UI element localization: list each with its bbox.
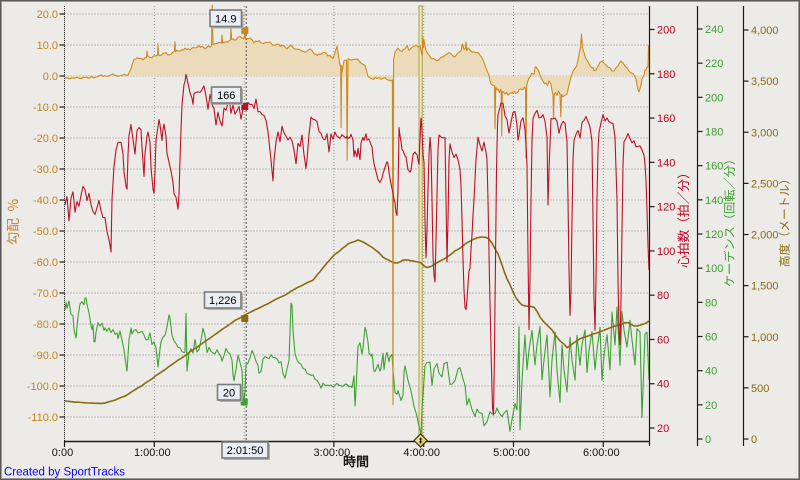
svg-text:20: 20: [657, 423, 669, 435]
svg-text:6:00:00: 6:00:00: [583, 447, 620, 459]
svg-text:-90.0: -90.0: [33, 350, 58, 362]
svg-text:60: 60: [705, 332, 717, 344]
svg-text:3,000: 3,000: [751, 127, 779, 139]
svg-text:-70.0: -70.0: [33, 288, 58, 300]
svg-text:10.0: 10.0: [37, 40, 58, 52]
svg-text:100: 100: [705, 263, 723, 275]
svg-text:240: 240: [705, 24, 723, 36]
svg-text:1:00:00: 1:00:00: [134, 447, 171, 459]
svg-text:14.9: 14.9: [215, 13, 236, 25]
svg-text:-110.0: -110.0: [28, 412, 58, 424]
svg-text:20: 20: [223, 387, 235, 399]
svg-text:1,500: 1,500: [751, 281, 779, 293]
svg-text:180: 180: [657, 69, 675, 81]
svg-text:100: 100: [657, 246, 675, 258]
svg-text:120: 120: [657, 202, 675, 214]
svg-text:5:00:00: 5:00:00: [493, 447, 530, 459]
svg-text:0: 0: [751, 434, 757, 446]
svg-text:500: 500: [751, 383, 769, 395]
svg-text:-30.0: -30.0: [33, 164, 58, 176]
svg-text:0: 0: [705, 434, 711, 446]
svg-text:-80.0: -80.0: [33, 319, 58, 331]
svg-text:60: 60: [657, 334, 669, 346]
svg-text:160: 160: [657, 113, 675, 125]
svg-text:200: 200: [705, 92, 723, 104]
svg-text:4:00:00: 4:00:00: [403, 447, 440, 459]
svg-text:2:01:50: 2:01:50: [227, 445, 264, 457]
svg-text:-10.0: -10.0: [33, 102, 58, 114]
svg-text:Created by SportTracks: Created by SportTracks: [4, 467, 125, 479]
svg-text:160: 160: [705, 161, 723, 173]
svg-text:166: 166: [217, 90, 235, 102]
svg-text:-100.0: -100.0: [27, 381, 58, 393]
svg-text:140: 140: [705, 195, 723, 207]
svg-text:80: 80: [657, 290, 669, 302]
svg-text:-40.0: -40.0: [33, 195, 58, 207]
svg-text:220: 220: [705, 58, 723, 70]
svg-text:2,500: 2,500: [751, 178, 779, 190]
svg-text:1,226: 1,226: [209, 295, 237, 307]
svg-text:200: 200: [657, 25, 675, 37]
svg-text:120: 120: [705, 229, 723, 241]
svg-text:3:00:00: 3:00:00: [314, 447, 351, 459]
svg-text:1,000: 1,000: [751, 332, 779, 344]
svg-text:3,500: 3,500: [751, 76, 779, 88]
svg-text:4,000: 4,000: [751, 25, 779, 37]
svg-text:-60.0: -60.0: [33, 257, 58, 269]
svg-text:20.0: 20.0: [37, 9, 58, 21]
svg-text:140: 140: [657, 157, 675, 169]
svg-text:20: 20: [705, 400, 717, 412]
svg-text:2,000: 2,000: [751, 230, 779, 242]
svg-text:180: 180: [705, 127, 723, 139]
svg-text:80: 80: [705, 297, 717, 309]
svg-text:-20.0: -20.0: [33, 133, 58, 145]
svg-text:0.0: 0.0: [43, 71, 58, 83]
svg-text:40: 40: [657, 379, 669, 391]
svg-text:0:00: 0:00: [52, 447, 73, 459]
svg-text:40: 40: [705, 366, 717, 378]
svg-text:-50.0: -50.0: [33, 226, 58, 238]
